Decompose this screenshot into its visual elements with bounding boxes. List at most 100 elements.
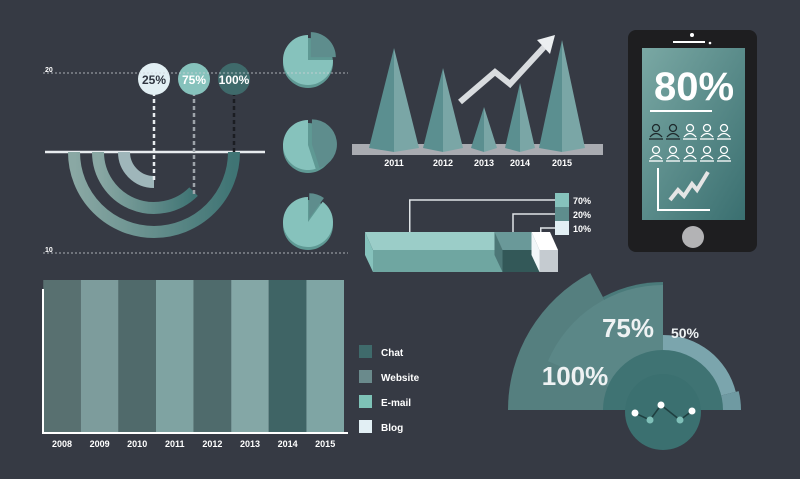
legend-swatch <box>359 370 372 383</box>
radial-label-75: 75% <box>602 313 654 343</box>
hub-point <box>688 407 696 415</box>
area-band <box>193 280 232 433</box>
pyramid-right-face <box>443 68 463 152</box>
person-head <box>651 123 661 133</box>
area-band <box>156 280 194 433</box>
person-body <box>666 132 680 138</box>
person-body <box>649 154 663 160</box>
pyramid-left-face <box>423 68 443 152</box>
pyramid-year-label: 2014 <box>510 158 530 168</box>
gauge-label-bubble <box>178 63 210 95</box>
person-icon <box>683 145 697 162</box>
area-band <box>306 280 344 433</box>
bar-segment-front <box>373 250 503 272</box>
phone-kpi: 80% <box>628 30 757 252</box>
pyramid-right-face <box>484 107 497 152</box>
area-band <box>268 280 307 433</box>
phone-kpi-value: 80% <box>654 65 734 109</box>
gauge-label: 100% <box>219 73 250 87</box>
phone-sensor-icon <box>708 41 712 45</box>
pie-icons <box>283 32 337 250</box>
legend-swatch <box>359 345 372 358</box>
bar-leader-line <box>409 199 555 232</box>
area-band <box>80 280 119 433</box>
phone-camera-icon <box>690 33 694 37</box>
pyramid-left-face <box>539 40 562 152</box>
bar-segment-top <box>494 232 540 250</box>
person-head <box>685 145 695 155</box>
bar-legend-label: 70% <box>573 196 591 206</box>
bar-legend-swatch <box>555 193 569 207</box>
x-tick-label: 2014 <box>278 439 298 449</box>
gauge-arcs <box>68 151 240 238</box>
y-tick-label: 10 <box>45 247 53 254</box>
person-body <box>700 132 714 138</box>
bar-segment-top <box>365 232 503 250</box>
pyramid-right-face <box>520 83 535 152</box>
person-icon <box>683 123 697 140</box>
pyramid-year-label: 2012 <box>433 158 453 168</box>
person-head <box>668 145 678 155</box>
person-head <box>668 123 678 133</box>
radial-chart: 100% 75% 50% <box>508 273 741 450</box>
person-icon <box>717 145 731 162</box>
x-tick-label: 2009 <box>90 439 110 449</box>
legend-label: Chat <box>381 348 404 359</box>
x-tick-label: 2012 <box>202 439 222 449</box>
pyramid-year-label: 2011 <box>384 158 404 168</box>
gauge-arc <box>92 151 198 214</box>
pyramid-left-face <box>471 107 484 152</box>
axes <box>42 289 348 434</box>
person-body <box>700 154 714 160</box>
y-tick-label: 20 <box>45 67 53 74</box>
hub-point <box>646 416 654 424</box>
gauge-pins: 25% 75% 100% <box>138 63 250 197</box>
pyramid-right-face <box>394 48 419 152</box>
area-band <box>231 280 269 433</box>
person-head <box>651 145 661 155</box>
legend-swatch <box>359 420 372 433</box>
legend-swatch <box>359 395 372 408</box>
bar-legend-swatch <box>555 221 569 235</box>
bar-legend-label: 10% <box>573 224 591 234</box>
bar-legend-label: 20% <box>573 210 591 220</box>
person-head <box>685 123 695 133</box>
pyramid-chart: 2011 2012 2013 2014 2015 <box>352 35 603 168</box>
person-icon <box>700 145 714 162</box>
pyramid-year-label: 2013 <box>474 158 494 168</box>
bar-leader-line <box>540 227 555 232</box>
area-band <box>118 280 156 433</box>
person-body <box>666 154 680 160</box>
person-head <box>702 123 712 133</box>
legend-label: E-mail <box>381 398 411 409</box>
radial-hub <box>625 374 701 450</box>
pie-slice-main <box>283 120 316 170</box>
x-tick-label: 2008 <box>52 439 72 449</box>
person-head <box>702 145 712 155</box>
pyramid-right-face <box>562 40 585 152</box>
chart-icon <box>657 168 710 211</box>
gauge-chart: 25% 75% 100% <box>45 63 265 238</box>
x-tick-label: 2010 <box>127 439 147 449</box>
pie-slice-main <box>283 197 333 247</box>
gauge-label-bubble <box>138 63 170 95</box>
trend-arrow-icon <box>458 35 555 105</box>
bar-segment-side <box>531 232 540 272</box>
area-band <box>43 280 81 433</box>
hub-point <box>631 409 639 417</box>
pie-slice-highlight <box>309 193 324 219</box>
legend-label: Blog <box>381 423 403 434</box>
area-chart: 1020304050607020082009201020112012201320… <box>42 67 420 449</box>
people-icons <box>649 123 731 162</box>
person-icon <box>717 123 731 140</box>
person-icon <box>666 123 680 140</box>
person-body <box>717 154 731 160</box>
pie-slice-main <box>283 35 333 85</box>
gauge-arc <box>68 151 240 238</box>
gauge-label-bubble <box>218 63 250 95</box>
bar-legend-swatch <box>555 207 569 221</box>
radial-label-50: 50% <box>671 325 700 341</box>
pyramid-left-face <box>505 83 520 152</box>
gauge-label: 25% <box>142 73 166 87</box>
pyramids: 2011 2012 2013 2014 2015 <box>369 40 585 168</box>
